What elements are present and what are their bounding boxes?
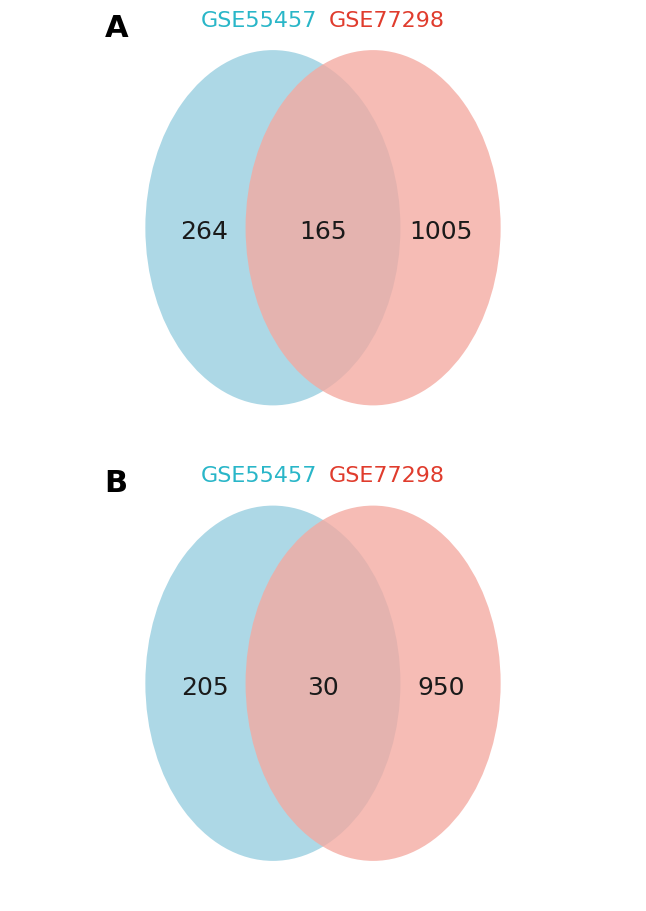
Text: 165: 165 [299, 220, 347, 244]
Text: GSE77298: GSE77298 [329, 11, 444, 31]
Text: GSE55457: GSE55457 [201, 11, 317, 31]
Text: 205: 205 [181, 676, 229, 700]
Ellipse shape [145, 50, 401, 405]
Text: 30: 30 [307, 676, 339, 700]
Ellipse shape [145, 506, 401, 861]
Ellipse shape [245, 506, 501, 861]
Text: 264: 264 [181, 220, 229, 244]
Text: B: B [105, 469, 127, 498]
Text: 950: 950 [418, 676, 465, 700]
Ellipse shape [245, 50, 501, 405]
Text: 1005: 1005 [410, 220, 473, 244]
Text: GSE55457: GSE55457 [201, 466, 317, 486]
Text: GSE77298: GSE77298 [329, 466, 444, 486]
Text: A: A [105, 14, 128, 43]
